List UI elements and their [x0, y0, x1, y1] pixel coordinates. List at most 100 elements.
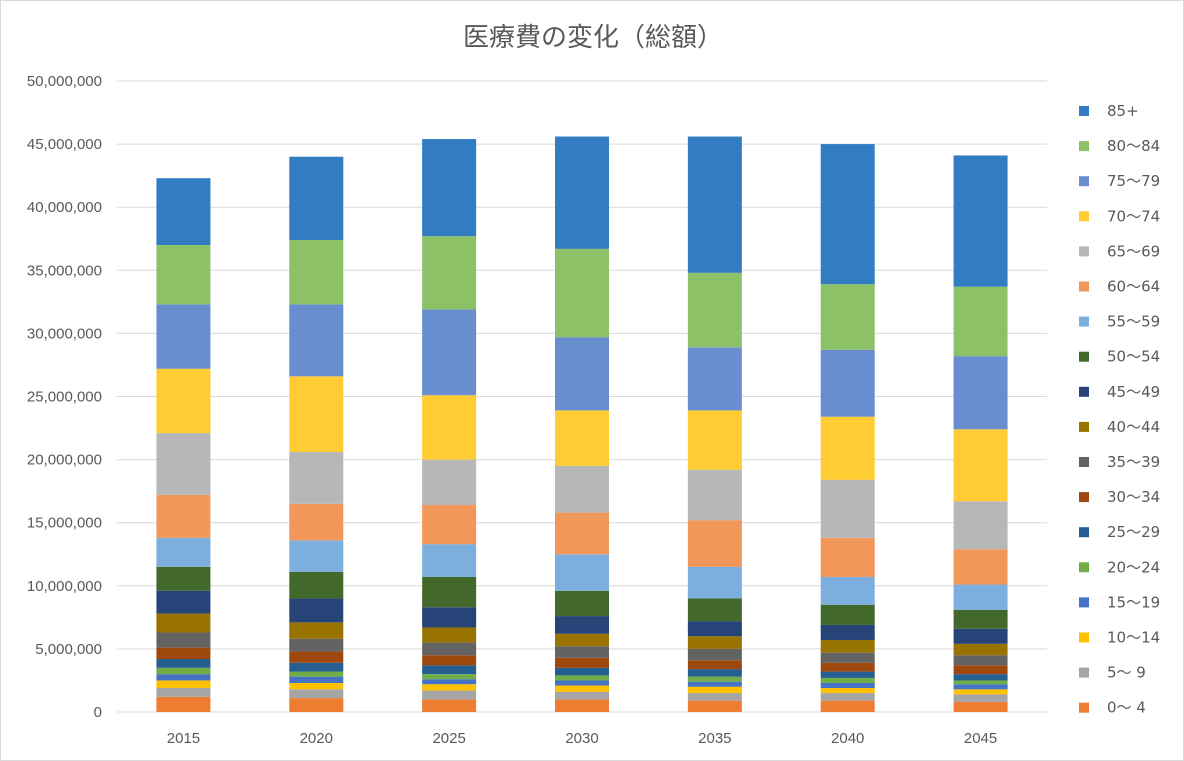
legend-label: 50～54	[1107, 348, 1160, 366]
legend-swatch	[1079, 141, 1089, 152]
y-tick-label: 25,000,000	[27, 389, 102, 406]
y-axis-ticks: 0 5,000,000 10,000,000 15,000,000 20,000,000…	[27, 73, 102, 721]
bar-segment	[422, 576, 477, 608]
y-tick-label: 10,000,000	[27, 578, 102, 595]
bar-segment	[953, 655, 1008, 666]
bars	[156, 136, 1008, 712]
bar-segment	[422, 674, 477, 680]
bar-segment	[289, 682, 344, 690]
bar-segment	[820, 662, 875, 672]
bar-segment	[422, 627, 477, 643]
bar-segment	[555, 616, 609, 634]
bar-segment	[289, 540, 344, 572]
x-tick-label: 2020	[300, 730, 333, 747]
bar-segment	[687, 520, 742, 567]
bar-segment	[820, 624, 875, 641]
bar-segment	[555, 685, 609, 692]
bar-segment	[289, 571, 344, 599]
legend-swatch	[1079, 702, 1089, 713]
bar-segment	[156, 632, 211, 648]
bar-segment	[687, 410, 742, 470]
bar-segment	[555, 646, 609, 658]
bar-segment	[953, 609, 1008, 629]
legend-label: 85+	[1107, 102, 1139, 120]
legend-label: 55～59	[1107, 313, 1160, 331]
bar-segment	[687, 686, 742, 694]
y-tick-label: 20,000,000	[27, 452, 102, 469]
bar-segment	[422, 699, 477, 712]
bar-segment	[289, 503, 344, 541]
bar-segment	[820, 144, 875, 285]
legend-label: 70～74	[1107, 207, 1160, 225]
bar-segment	[687, 669, 742, 677]
y-tick-label: 45,000,000	[27, 136, 102, 153]
legend-label: 25～29	[1107, 523, 1160, 541]
bar-segment	[555, 675, 609, 681]
bar-segment	[156, 494, 211, 538]
x-tick-label: 2030	[565, 730, 598, 747]
legend-swatch	[1079, 316, 1089, 327]
bar-segment	[422, 684, 477, 691]
y-tick-label: 50,000,000	[27, 73, 102, 90]
bar-segment	[422, 544, 477, 577]
bar-segment	[555, 691, 609, 700]
bar-segment	[156, 590, 211, 614]
bar-segment	[953, 701, 1008, 712]
legend-swatch	[1079, 597, 1089, 608]
bar-segment	[289, 240, 344, 305]
bar-segment	[687, 660, 742, 670]
bar-segment	[953, 584, 1008, 610]
chart-title: 医療費の変化（総額）	[463, 23, 723, 53]
bar-segment	[156, 304, 211, 369]
bar-segment	[156, 537, 211, 567]
bar-segment	[156, 680, 211, 689]
legend-label: 60～64	[1107, 278, 1160, 296]
legend-label: 40～44	[1107, 418, 1160, 436]
bar-segment	[953, 549, 1008, 585]
bar-segment	[953, 643, 1008, 656]
x-tick-label: 2015	[167, 730, 200, 747]
bar-segment	[687, 648, 742, 661]
bar-segment	[953, 665, 1008, 675]
bar-segment	[289, 671, 344, 677]
bar-segment	[687, 681, 742, 687]
bar-segment	[687, 693, 742, 701]
bar-segment	[820, 349, 875, 417]
bar-segment	[289, 676, 344, 683]
legend-swatch	[1079, 351, 1089, 362]
bar-segment	[289, 452, 344, 504]
bar-segment	[156, 688, 211, 697]
bar-segment	[555, 512, 609, 555]
legend-swatch	[1079, 246, 1089, 257]
bar-segment	[555, 633, 609, 647]
legend-label: 45～49	[1107, 383, 1160, 401]
bar-segment	[687, 676, 742, 682]
bar-segment	[820, 700, 875, 712]
bar-segment	[422, 679, 477, 685]
bar-segment	[289, 622, 344, 639]
bar-segment	[555, 248, 609, 338]
bar-segment	[953, 429, 1008, 502]
bar-segment	[953, 356, 1008, 430]
bar-segment	[156, 613, 211, 633]
bar-segment	[422, 665, 477, 675]
bar-segment	[422, 655, 477, 666]
bar-segment	[953, 684, 1008, 690]
bar-segment	[555, 554, 609, 591]
legend-label: 20～24	[1107, 558, 1160, 576]
bar-segment	[820, 688, 875, 694]
bar-segment	[953, 694, 1008, 702]
x-tick-label: 2035	[698, 730, 731, 747]
bar-segment	[289, 638, 344, 652]
bar-segment	[555, 337, 609, 411]
legend-swatch	[1079, 176, 1089, 187]
bar-segment	[289, 376, 344, 453]
bar-segment	[555, 699, 609, 712]
y-tick-label: 30,000,000	[27, 325, 102, 342]
bar-segment	[687, 636, 742, 649]
bar-segment	[156, 245, 211, 305]
x-tick-label: 2045	[964, 730, 997, 747]
bar-segment	[953, 155, 1008, 287]
bar-segment	[555, 680, 609, 686]
